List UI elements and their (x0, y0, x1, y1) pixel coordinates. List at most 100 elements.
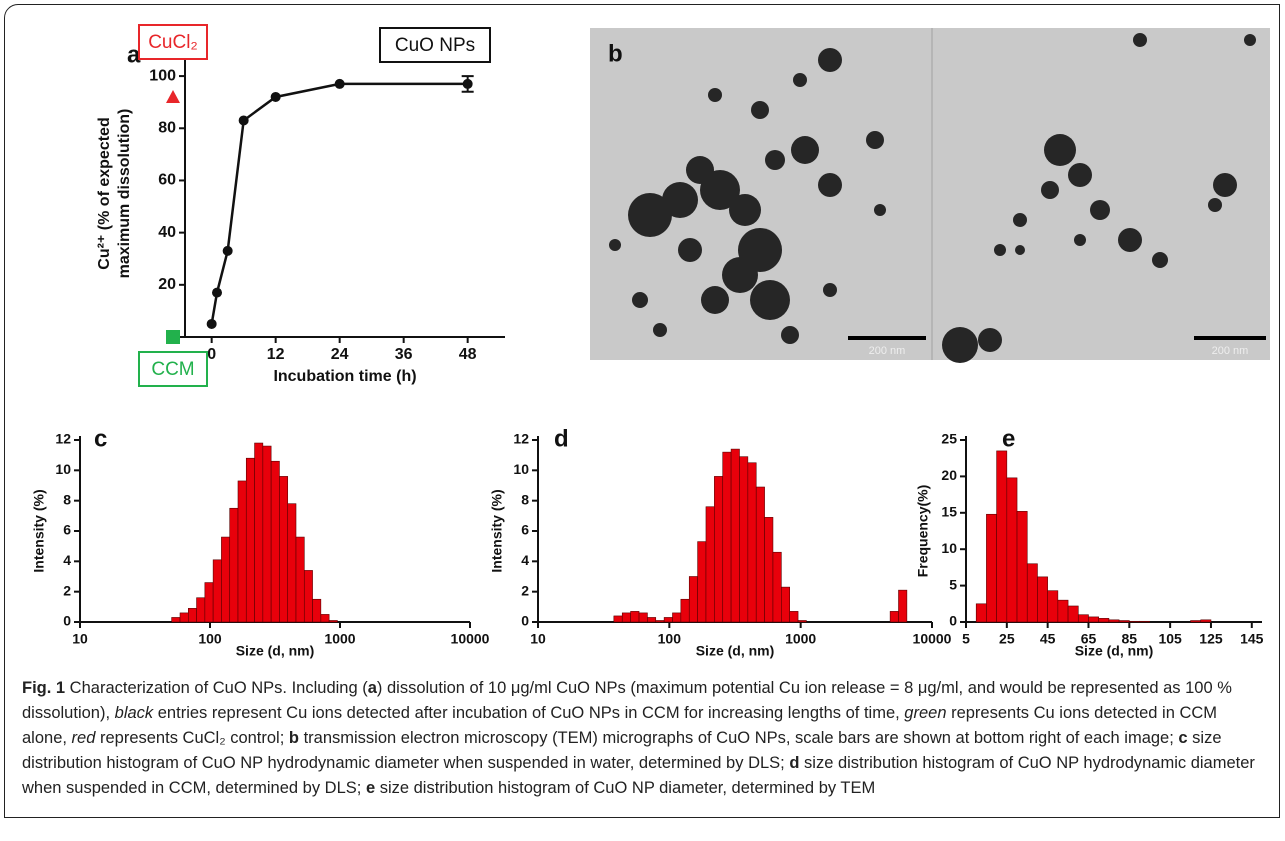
bar (747, 462, 757, 623)
caption-text: represents CuCl₂ control; (95, 729, 289, 747)
caption-text: ) dissolution of 10 μg/ml CuO NPs (maxim… (22, 679, 1232, 722)
caption-text: entries represent Cu ions detected after… (153, 704, 905, 722)
y-tick-label: 10 (513, 461, 529, 477)
scale-bar (1194, 336, 1266, 340)
bar (898, 589, 908, 623)
x-tick-label: 105 (1158, 631, 1182, 647)
bar (1026, 563, 1038, 623)
bar (655, 620, 665, 623)
legend-label: CuO NPs (395, 35, 475, 56)
caption-text: size distribution histogram of CuO NP hy… (22, 729, 1222, 772)
control-label: CCM (151, 359, 194, 380)
bar (179, 612, 189, 623)
caption-ref: d (789, 754, 800, 772)
control-box (138, 24, 208, 60)
bar (1098, 618, 1110, 623)
bar (772, 551, 782, 623)
bar (1006, 477, 1018, 623)
y-tick-label: 12 (513, 431, 529, 447)
y-axis-label: Cu²⁺ (% of expected (96, 117, 113, 269)
x-tick-label: 10 (72, 631, 88, 647)
bar (1016, 511, 1028, 623)
bar (764, 517, 774, 623)
x-axis-label: Incubation time (h) (273, 368, 416, 385)
y-tick-label: 8 (521, 491, 529, 507)
bar (630, 611, 640, 623)
y-axis-label: Intensity (%) (489, 489, 505, 572)
panel-label: b (608, 40, 623, 67)
x-tick-label: 10 (530, 631, 546, 647)
bar (1129, 620, 1140, 623)
x-tick-label: 45 (1040, 631, 1056, 647)
bar (1200, 619, 1212, 623)
bar (663, 617, 673, 623)
y-tick-label: 6 (521, 522, 529, 538)
data-point (334, 78, 345, 89)
x-tick-label: 25 (999, 631, 1015, 647)
bar (303, 570, 313, 623)
control-marker (166, 330, 180, 344)
x-tick-label: 85 (1122, 631, 1138, 647)
y-tick-label: 20 (941, 467, 957, 483)
x-tick-label: 48 (459, 346, 477, 363)
bar (1077, 614, 1089, 623)
y-tick-label: 80 (158, 119, 176, 136)
caption-ref: a (367, 679, 377, 697)
x-tick-label: 36 (395, 346, 413, 363)
caption-ref: c (1178, 729, 1188, 747)
data-point (238, 115, 249, 126)
bar (312, 598, 322, 623)
y-axis-label: Intensity (%) (31, 489, 47, 572)
scale-bar (848, 336, 926, 340)
bar (714, 476, 724, 623)
caption-text: size distribution histogram of CuO NP hy… (22, 754, 1255, 797)
legend-box (379, 27, 491, 63)
bar (262, 445, 272, 623)
y-tick-label: 25 (941, 431, 957, 447)
bar (1139, 620, 1151, 623)
bar (254, 442, 264, 623)
caption-em: black (114, 704, 154, 722)
data-point (222, 245, 233, 256)
bar (975, 603, 987, 623)
bar (705, 506, 715, 623)
bar (1190, 620, 1202, 623)
bar (229, 507, 239, 623)
x-tick-label: 5 (962, 631, 970, 647)
control-label: CuCl₂ (148, 32, 198, 53)
x-tick-label: 12 (267, 346, 285, 363)
bar (697, 541, 707, 623)
caption-text: size distribution histogram of CuO NP di… (375, 779, 876, 797)
bar (204, 582, 214, 623)
data-point (206, 318, 217, 329)
bar (196, 597, 206, 623)
x-tick-label: 145 (1240, 631, 1264, 647)
bar (638, 612, 648, 623)
bar (789, 611, 799, 623)
caption-lead: Fig. 1 (22, 679, 66, 697)
bar (221, 536, 231, 623)
y-tick-label: 4 (521, 552, 529, 568)
data-line (210, 82, 468, 325)
bar (171, 617, 181, 623)
y-tick-label: 0 (521, 613, 529, 629)
control-box (138, 351, 208, 387)
bar (328, 620, 338, 623)
y-tick-label: 15 (941, 504, 957, 520)
bar (797, 620, 807, 623)
x-tick-label: 10000 (451, 631, 490, 647)
bar (722, 451, 732, 623)
x-tick-label: 125 (1199, 631, 1223, 647)
bar (1067, 605, 1079, 623)
figure: 200 nm 200 nm b 020406080100012243648Inc… (31, 24, 1270, 659)
bar (270, 460, 280, 623)
bar (781, 586, 790, 623)
x-tick-label: 1000 (324, 631, 355, 647)
bar (996, 450, 1008, 623)
x-tick-label: 10000 (913, 631, 952, 647)
x-tick-label: 1000 (785, 631, 816, 647)
x-axis-label: Size (d, nm) (236, 643, 315, 659)
y-tick-label: 0 (63, 613, 71, 629)
bar (320, 614, 330, 623)
scale-bar-label: 200 nm (869, 345, 906, 357)
